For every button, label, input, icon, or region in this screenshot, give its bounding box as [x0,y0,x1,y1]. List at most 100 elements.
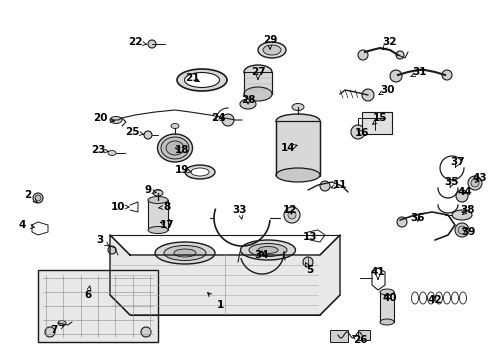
Polygon shape [38,270,158,342]
Bar [357,330,369,340]
Polygon shape [110,235,339,315]
Ellipse shape [184,165,215,179]
Text: 6: 6 [84,290,91,300]
Ellipse shape [379,289,393,295]
Text: 4: 4 [18,220,26,230]
Text: 15: 15 [372,113,386,123]
Text: 39: 39 [460,227,474,237]
Ellipse shape [244,65,271,79]
Text: 22: 22 [127,37,142,47]
Text: 35: 35 [444,177,458,187]
Bar [244,72,271,94]
Circle shape [467,176,481,190]
Text: 11: 11 [332,180,346,190]
Text: 38: 38 [460,205,474,215]
Ellipse shape [153,190,163,196]
Ellipse shape [177,69,226,91]
Ellipse shape [153,218,171,226]
Text: 41: 41 [370,267,385,277]
Text: 37: 37 [450,157,465,167]
Circle shape [141,327,151,337]
Ellipse shape [248,243,286,256]
Text: 2: 2 [24,190,32,200]
Circle shape [287,211,295,219]
Circle shape [45,327,55,337]
Circle shape [303,257,312,267]
Bar [329,330,347,342]
Ellipse shape [155,242,215,264]
Text: 16: 16 [354,128,368,138]
Circle shape [396,217,406,227]
Text: 1: 1 [216,300,223,310]
Ellipse shape [258,42,285,58]
Ellipse shape [148,226,168,234]
Text: 20: 20 [93,113,107,123]
Text: 26: 26 [352,335,366,345]
Circle shape [350,125,364,139]
Text: 24: 24 [210,113,225,123]
Circle shape [222,114,234,126]
Circle shape [108,246,116,254]
Circle shape [361,89,373,101]
Ellipse shape [263,45,281,55]
Circle shape [457,226,465,234]
Circle shape [454,223,468,237]
Circle shape [284,207,299,223]
Text: 44: 44 [457,187,471,197]
Ellipse shape [191,168,208,176]
Text: 42: 42 [427,295,442,305]
Bar [148,200,168,230]
Circle shape [148,40,156,48]
Ellipse shape [148,197,168,203]
Circle shape [395,51,403,59]
Text: 33: 33 [232,205,247,215]
Bar [275,121,319,176]
Ellipse shape [451,210,471,220]
Ellipse shape [240,99,256,109]
Ellipse shape [110,117,122,123]
Bar [379,292,393,322]
Text: 25: 25 [124,127,139,137]
Circle shape [389,70,401,82]
Ellipse shape [184,72,219,87]
Circle shape [33,193,43,203]
Text: 34: 34 [254,250,269,260]
Text: 17: 17 [160,220,174,230]
Text: 21: 21 [184,73,199,83]
Ellipse shape [240,240,295,260]
Ellipse shape [108,150,116,156]
Text: 18: 18 [174,145,189,155]
Text: 9: 9 [144,185,151,195]
Circle shape [470,179,478,187]
Text: 12: 12 [282,205,297,215]
Text: 14: 14 [280,143,295,153]
Circle shape [143,131,152,139]
Text: 10: 10 [110,202,125,212]
Ellipse shape [275,114,319,128]
Text: 8: 8 [163,202,170,212]
Text: 27: 27 [250,67,265,77]
Ellipse shape [171,123,179,129]
Text: 40: 40 [382,293,397,303]
Text: 13: 13 [302,232,317,242]
Text: 43: 43 [472,173,487,183]
Circle shape [35,195,41,201]
Circle shape [357,50,367,60]
Circle shape [441,70,451,80]
Bar [361,112,391,134]
Bar [38,270,158,342]
Text: 28: 28 [240,95,255,105]
Ellipse shape [58,320,66,325]
Text: 7: 7 [50,325,58,335]
Ellipse shape [379,319,393,325]
Ellipse shape [174,249,196,257]
Ellipse shape [275,168,319,182]
Text: 5: 5 [306,265,313,275]
Ellipse shape [157,220,167,225]
Text: 23: 23 [91,145,105,155]
Ellipse shape [244,87,271,101]
Text: 30: 30 [380,85,394,95]
Ellipse shape [163,246,205,261]
Text: 32: 32 [382,37,396,47]
Text: 29: 29 [262,35,277,45]
